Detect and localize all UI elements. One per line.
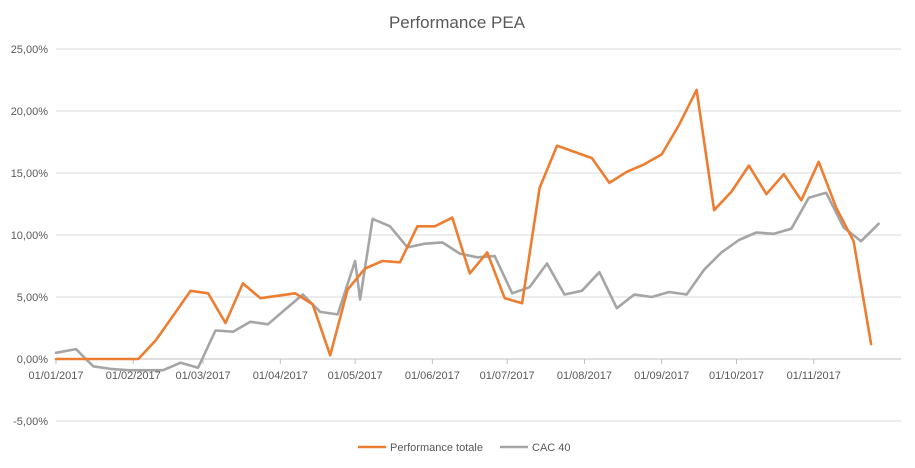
x-tick-label: 01/01/2017 <box>28 370 83 382</box>
series-lines <box>54 88 880 372</box>
y-tick-label: 5,00% <box>17 292 48 304</box>
x-axis-ticks: 01/01/2017 01/02/2017 01/03/2017 01/04/2017… <box>28 359 841 382</box>
x-tick-label: 01/05/2017 <box>328 370 383 382</box>
x-tick-label: 01/07/2017 <box>480 370 535 382</box>
x-tick-label: 01/03/2017 <box>176 370 231 382</box>
x-tick-label: 01/06/2017 <box>405 370 460 382</box>
x-tick-label: 01/09/2017 <box>634 370 689 382</box>
y-tick-label: 20,00% <box>11 106 49 118</box>
y-axis-ticks: 25,00% 20,00% 15,00% 10,00% 5,00% 0,00% -5,00% <box>11 44 49 428</box>
x-tick-label: 01/04/2017 <box>253 370 308 382</box>
x-tick-label: 01/10/2017 <box>709 370 764 382</box>
x-tick-label: 01/11/2017 <box>787 370 841 382</box>
legend-label: CAC 40 <box>532 442 571 454</box>
y-tick-label: 25,00% <box>11 44 49 56</box>
y-tick-label: -5,00% <box>13 416 48 428</box>
legend-label: Performance totale <box>390 442 483 454</box>
series-line-1 <box>54 88 873 361</box>
chart-title: Performance PEA <box>389 13 526 32</box>
series-line-2 <box>54 191 880 372</box>
x-tick-label: 01/08/2017 <box>557 370 612 382</box>
gridlines <box>56 48 901 422</box>
legend: Performance totale CAC 40 <box>358 442 571 454</box>
x-tick-label: 01/02/2017 <box>106 370 161 382</box>
y-tick-label: 10,00% <box>11 230 49 242</box>
y-tick-label: 15,00% <box>11 168 49 180</box>
y-tick-label: 0,00% <box>17 354 48 366</box>
